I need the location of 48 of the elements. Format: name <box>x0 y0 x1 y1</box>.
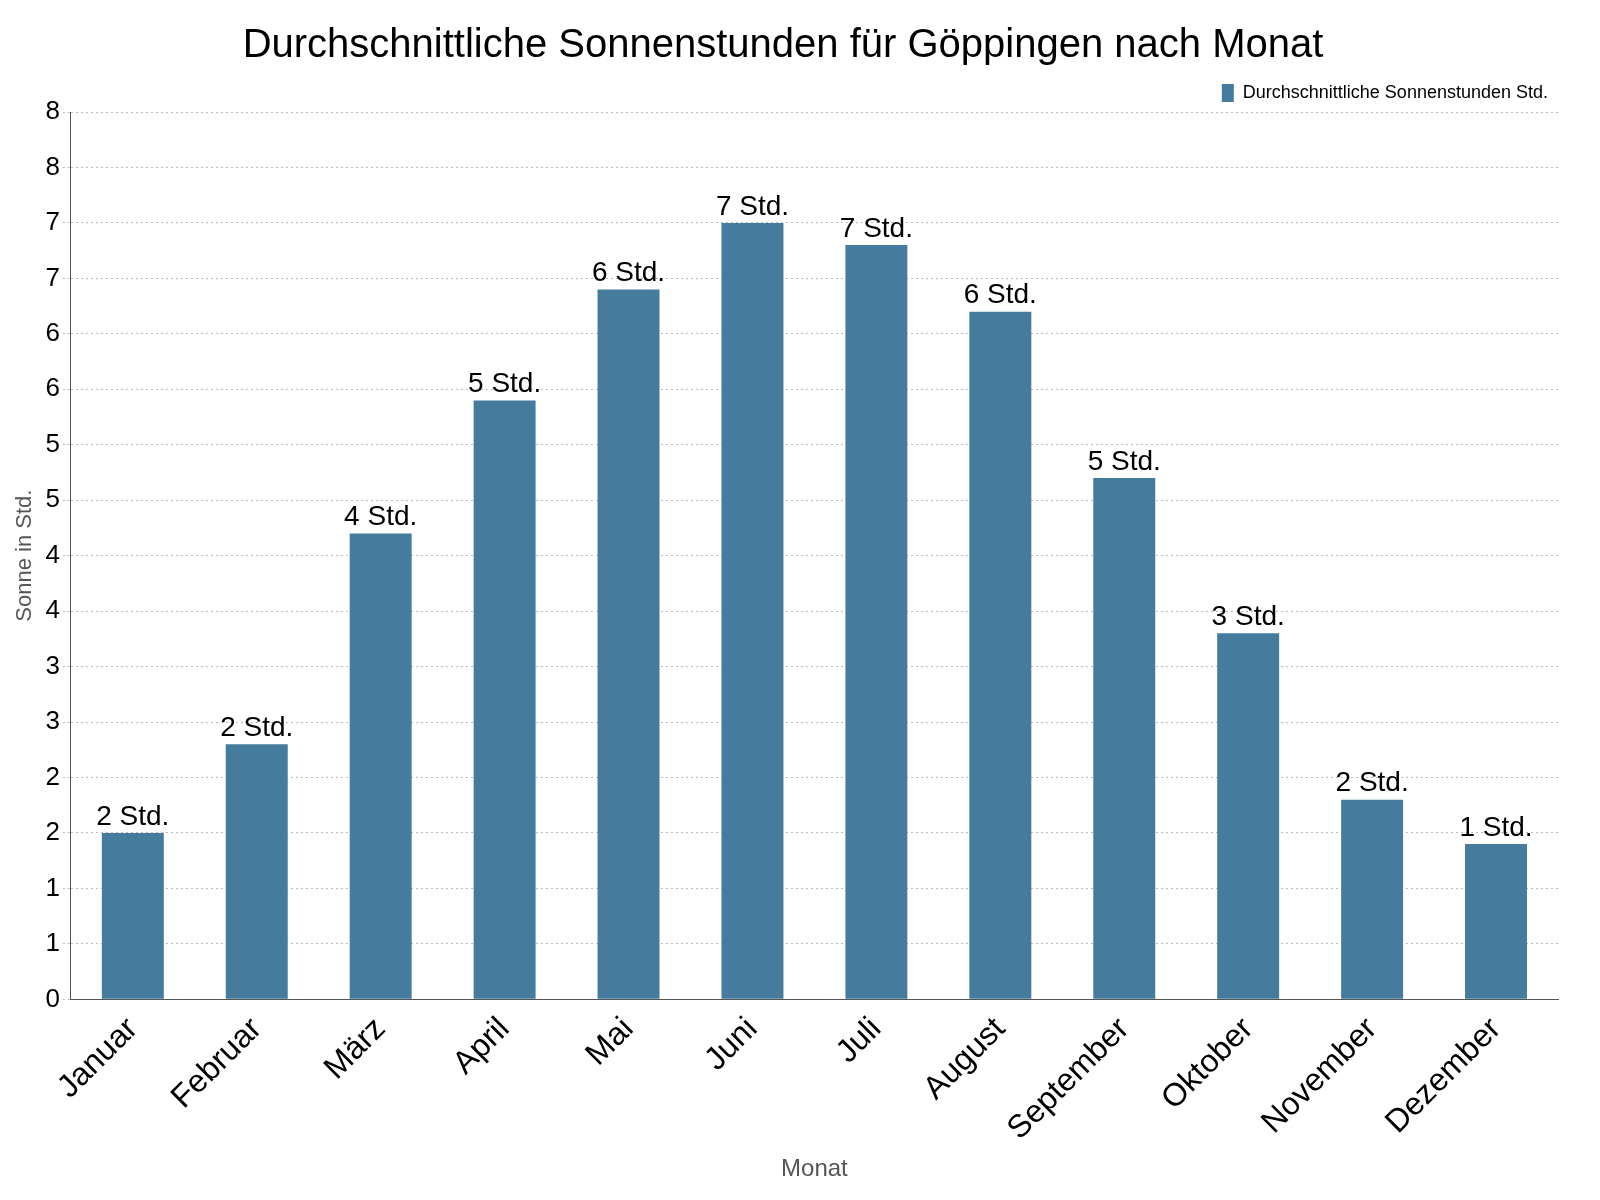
data-label: 7 Std. <box>715 189 790 221</box>
data-label: 3 Std. <box>1211 600 1285 632</box>
y-axis-title: Sonne in Std. <box>11 489 37 622</box>
data-label: 2 Std. <box>96 799 170 831</box>
bar <box>597 289 660 999</box>
y-tick-label: 7 <box>45 206 60 237</box>
y-tick-label: 6 <box>45 317 60 348</box>
data-label: 7 Std. <box>839 211 913 243</box>
bar <box>225 744 288 999</box>
bar <box>969 311 1032 999</box>
bar <box>845 245 908 999</box>
y-tick-label: 2 <box>45 760 60 791</box>
data-label: 4 Std. <box>344 500 418 532</box>
y-tick-label: 1 <box>45 927 60 958</box>
data-label: 6 Std. <box>591 256 666 288</box>
data-label: 2 Std. <box>1335 766 1409 798</box>
data-label: 5 Std. <box>1087 444 1161 476</box>
data-label: 5 Std. <box>468 367 542 399</box>
y-tick-label: 3 <box>45 649 60 680</box>
bar <box>1465 844 1528 999</box>
y-tick-label: 8 <box>45 95 60 126</box>
bar <box>101 832 164 999</box>
y-tick-label: 4 <box>45 538 60 569</box>
data-label: 1 Std. <box>1459 810 1533 842</box>
data-label: 6 Std. <box>963 278 1037 310</box>
legend-label: Durchschnittliche Sonnenstunden Std. <box>1242 81 1549 102</box>
data-label: 2 Std. <box>220 710 294 742</box>
y-tick-label: 7 <box>45 261 60 292</box>
y-tick-label: 5 <box>45 427 60 458</box>
y-tick-label: 0 <box>45 982 60 1013</box>
x-axis-title: Monat <box>781 1154 849 1182</box>
y-tick-label: 4 <box>45 594 60 625</box>
bar <box>721 222 784 999</box>
bar <box>1217 633 1280 999</box>
bar <box>1093 478 1156 999</box>
x-tick-label: Juni <box>696 1009 764 1077</box>
chart-title: Durchschnittliche Sonnenstunden für Göppingen nach Monat <box>242 21 1324 66</box>
y-tick-label: 8 <box>45 150 60 181</box>
x-tick-label: Juli <box>828 1009 888 1070</box>
bar <box>473 400 536 999</box>
y-tick-label: 6 <box>45 372 60 403</box>
bar <box>1341 799 1404 999</box>
x-tick-label: Mai <box>577 1009 640 1072</box>
y-tick-label: 5 <box>45 483 60 514</box>
bar <box>349 533 412 999</box>
y-tick-label: 1 <box>45 871 60 902</box>
y-tick-label: 3 <box>45 705 60 736</box>
y-tick-label: 2 <box>45 816 60 847</box>
